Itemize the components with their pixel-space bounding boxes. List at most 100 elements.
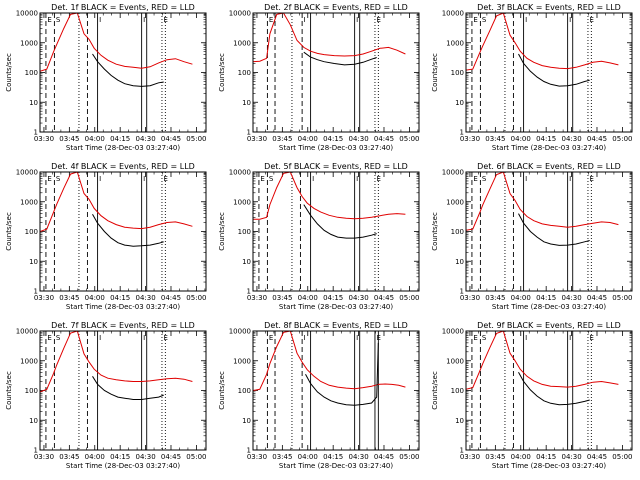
marker-label: I — [525, 175, 527, 183]
y-tick-label: 1000 — [20, 39, 38, 47]
marker-label: E — [47, 334, 51, 342]
x-tick-label: 04:45 — [374, 453, 394, 461]
x-tick-label: 04:00 — [298, 294, 318, 302]
plot-frame — [39, 330, 207, 451]
x-tick-label: 04:30 — [348, 453, 368, 461]
x-tick-label: 04:00 — [85, 294, 105, 302]
series-line-lld — [40, 172, 193, 232]
detector-panel-4: Det. 4f BLACK = Events, RED = LLD Counts/… — [5, 162, 207, 311]
y-tick-label: 1 — [247, 129, 251, 137]
detector-panel-9: Det. 9f BLACK = Events, RED = LLD Counts/… — [431, 321, 633, 470]
series-line-lld — [253, 13, 406, 63]
x-axis-label: Start Time (28-Dec-03 03:27:40) — [66, 462, 180, 470]
x-tick-label: 05:00 — [399, 294, 419, 302]
y-tick-label: 1000 — [446, 39, 464, 47]
x-tick-label: 05:00 — [612, 294, 632, 302]
x-tick-label: 04:30 — [561, 135, 581, 143]
panel-title: Det. 8f BLACK = Events, RED = LLD — [264, 321, 408, 330]
x-tick-label: 04:45 — [587, 135, 607, 143]
y-axis-label: Counts/sec — [5, 53, 13, 92]
detector-panel-5: Det. 5f BLACK = Events, RED = LLD Counts/… — [218, 162, 420, 311]
y-tick-label: 1 — [247, 288, 251, 296]
plot-frame — [252, 12, 420, 133]
y-tick-label: 1 — [34, 129, 38, 137]
series-line-events — [305, 342, 379, 406]
x-tick-label: 03:30 — [460, 453, 480, 461]
marker-label: I — [304, 16, 306, 24]
series-line-events — [518, 372, 590, 406]
series-line-events — [518, 53, 590, 87]
panel-title: Det. 7f BLACK = Events, RED = LLD — [51, 321, 195, 330]
y-tick-label: 10000 — [16, 10, 38, 18]
plot-frame — [465, 171, 633, 292]
x-tick-label: 04:30 — [348, 294, 368, 302]
x-tick-label: 04:30 — [561, 453, 581, 461]
plot-frame — [465, 330, 633, 451]
y-axis-label: Counts/sec — [431, 212, 439, 251]
series-line-lld — [253, 172, 406, 220]
y-axis-label: Counts/sec — [5, 212, 13, 251]
marker-label: S — [482, 16, 487, 24]
y-tick-label: 10000 — [16, 169, 38, 177]
y-tick-label: 10000 — [229, 328, 251, 336]
series-line-events — [303, 51, 377, 66]
x-tick-label: 04:00 — [511, 453, 531, 461]
x-tick-label: 04:15 — [323, 453, 343, 461]
y-tick-label: 10 — [242, 258, 251, 266]
x-tick-label: 03:45 — [272, 453, 292, 461]
x-tick-label: 04:30 — [135, 294, 155, 302]
x-axis-label: Start Time (28-Dec-03 03:27:40) — [279, 303, 393, 311]
series-line-lld — [40, 13, 193, 72]
y-tick-label: 100 — [25, 228, 38, 236]
y-axis-label: Counts/sec — [218, 212, 226, 251]
x-tick-label: 04:30 — [561, 294, 581, 302]
y-tick-label: 10000 — [442, 328, 464, 336]
marker-label: I — [143, 16, 145, 24]
plot-frame — [252, 171, 420, 292]
y-tick-label: 100 — [451, 228, 464, 236]
x-tick-label: 05:00 — [612, 135, 632, 143]
y-tick-label: 10000 — [229, 169, 251, 177]
marker-label: I — [356, 16, 358, 24]
y-tick-label: 10000 — [16, 328, 38, 336]
plot-frame — [252, 330, 420, 451]
x-axis-label: Start Time (28-Dec-03 03:27:40) — [66, 144, 180, 152]
x-axis-label: Start Time (28-Dec-03 03:27:40) — [492, 303, 606, 311]
series-line-events — [92, 214, 164, 247]
x-tick-label: 03:30 — [247, 294, 267, 302]
y-tick-label: 10 — [242, 99, 251, 107]
series-line-lld — [253, 331, 406, 391]
x-axis-label: Start Time (28-Dec-03 03:27:40) — [279, 144, 393, 152]
y-tick-label: 100 — [238, 228, 251, 236]
panel-title: Det. 2f BLACK = Events, RED = LLD — [264, 3, 408, 12]
x-tick-label: 03:30 — [34, 294, 54, 302]
marker-label: I — [569, 334, 571, 342]
y-tick-label: 10000 — [229, 10, 251, 18]
x-tick-label: 03:30 — [460, 135, 480, 143]
y-tick-label: 1000 — [233, 357, 251, 365]
x-tick-label: 05:00 — [612, 453, 632, 461]
marker-label: E — [47, 175, 51, 183]
marker-label: I — [569, 175, 571, 183]
x-tick-label: 03:45 — [272, 294, 292, 302]
x-tick-label: 04:30 — [135, 453, 155, 461]
y-tick-label: 1 — [34, 288, 38, 296]
x-axis-label: Start Time (28-Dec-03 03:27:40) — [492, 144, 606, 152]
marker-label: I — [569, 16, 571, 24]
marker-label: I — [525, 16, 527, 24]
x-tick-label: 04:15 — [323, 135, 343, 143]
x-tick-label: 05:00 — [186, 294, 206, 302]
panel-title: Det. 4f BLACK = Events, RED = LLD — [51, 162, 195, 171]
x-tick-label: 03:30 — [247, 135, 267, 143]
y-axis-label: Counts/sec — [431, 371, 439, 410]
y-tick-label: 10 — [455, 417, 464, 425]
y-tick-label: 1000 — [233, 39, 251, 47]
y-tick-label: 100 — [25, 387, 38, 395]
x-tick-label: 04:30 — [135, 135, 155, 143]
x-tick-label: 04:15 — [536, 294, 556, 302]
y-tick-label: 1 — [247, 447, 251, 455]
y-tick-label: 1000 — [20, 357, 38, 365]
marker-label: I — [99, 334, 101, 342]
y-tick-label: 100 — [238, 387, 251, 395]
